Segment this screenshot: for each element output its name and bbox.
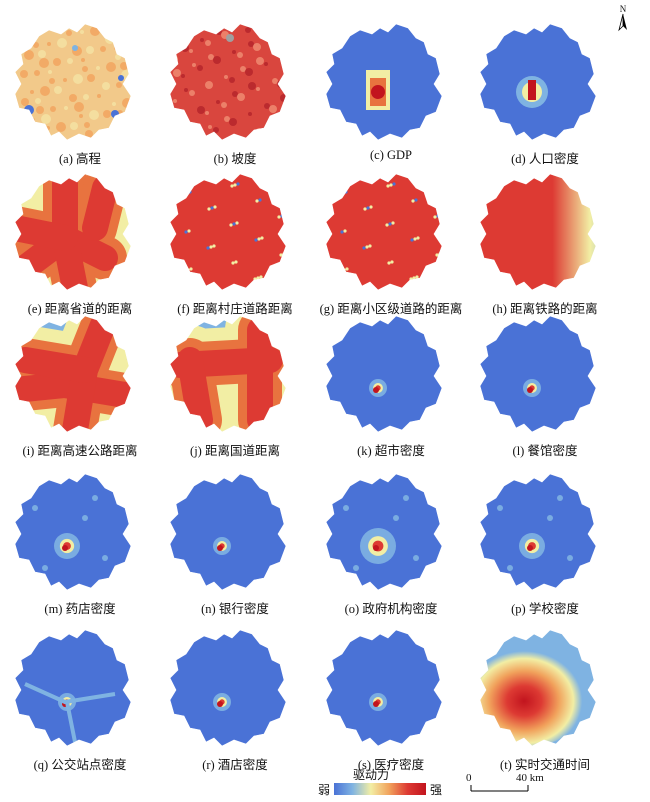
map-panel: (r) 酒店密度 — [160, 624, 310, 774]
map-caption: (q) 公交站点密度 — [33, 758, 127, 772]
legend-title: 驱动力 — [352, 768, 389, 782]
legend-high-label: 强 — [430, 783, 443, 797]
map-image — [479, 173, 597, 291]
map-caption: (o) 政府机构密度 — [344, 602, 438, 616]
map-panel: (p) 学校密度 — [470, 468, 620, 618]
map-panel: (h) 距离铁路的距离 — [470, 168, 620, 318]
map-caption: (a) 高程 — [59, 152, 101, 166]
map-panel: (e) 距离省道的距离 — [5, 168, 155, 318]
map-caption: (b) 坡度 — [213, 152, 257, 166]
map-panel: (j) 距离国道距离 — [160, 310, 310, 460]
legend-low-label: 弱 — [318, 783, 331, 797]
map-panel: (a) 高程 — [5, 18, 155, 168]
map-caption: (h) 距离铁路的距离 — [492, 302, 598, 316]
map-caption: (e) 距离省道的距离 — [27, 302, 133, 316]
map-panel: (d) 人口密度 — [470, 18, 620, 168]
map-image — [479, 473, 597, 591]
map-caption: (f) 距离村庄道路距离 — [177, 302, 293, 316]
map-image — [325, 315, 443, 433]
map-image — [14, 629, 132, 747]
map-panel: (k) 超市密度 — [316, 310, 466, 460]
map-panel: (b) 坡度 — [160, 18, 310, 168]
map-caption: (t) 实时交通时间 — [500, 758, 590, 772]
map-panel: (l) 餐馆密度 — [470, 310, 620, 460]
map-panel: (f) 距离村庄道路距离 — [160, 168, 310, 318]
map-caption: (j) 距离国道距离 — [190, 444, 280, 458]
map-caption: (m) 药店密度 — [44, 602, 116, 616]
scale-end-label: 40 km — [516, 772, 544, 784]
map-panel: (i) 距离高速公路距离 — [5, 310, 155, 460]
map-image — [479, 629, 597, 747]
map-image — [325, 473, 443, 591]
map-panel: (c) GDP — [316, 18, 466, 168]
map-image — [169, 315, 287, 433]
legend-color-ramp — [334, 783, 426, 795]
map-image — [14, 315, 132, 433]
map-image — [325, 23, 443, 141]
map-image — [479, 315, 597, 433]
map-caption: (d) 人口密度 — [511, 152, 579, 166]
scale-zero-label: 0 — [466, 772, 472, 784]
map-caption: (i) 距离高速公路距离 — [22, 444, 138, 458]
map-caption: (k) 超市密度 — [357, 444, 425, 458]
scale-bar — [470, 785, 529, 792]
map-caption: (g) 距离小区级道路的距离 — [319, 302, 463, 316]
map-panel: (g) 距离小区级道路的距离 — [316, 168, 466, 318]
map-image — [169, 23, 287, 141]
map-panel: (n) 银行密度 — [160, 468, 310, 618]
map-image — [325, 173, 443, 291]
map-image — [14, 473, 132, 591]
north-letter: N — [619, 4, 627, 14]
map-caption: (p) 学校密度 — [511, 602, 579, 616]
map-panel: (q) 公交站点密度 — [5, 624, 155, 774]
map-image — [169, 473, 287, 591]
map-image — [169, 173, 287, 291]
map-panel: (s) 医疗密度 — [316, 624, 466, 774]
map-panel: (o) 政府机构密度 — [316, 468, 466, 618]
map-image — [169, 629, 287, 747]
north-arrow-icon — [618, 13, 627, 32]
map-caption: (c) GDP — [369, 148, 412, 162]
map-caption: (l) 餐馆密度 — [512, 444, 578, 458]
map-image — [325, 629, 443, 747]
map-grid: (a) 高程 (b) 坡度 (c) GDP (d) 人口密度 (e) 距离省道的距离 (f… — [5, 18, 620, 772]
map-panel: (t) 实时交通时间 — [470, 624, 620, 774]
north-arrow: N — [612, 4, 634, 34]
map-image — [14, 173, 132, 291]
map-caption: (r) 酒店密度 — [202, 758, 268, 772]
map-image — [14, 23, 132, 141]
map-image — [479, 23, 597, 141]
map-panel: (m) 药店密度 — [5, 468, 155, 618]
map-caption: (s) 医疗密度 — [357, 758, 425, 772]
map-caption: (n) 银行密度 — [201, 602, 269, 616]
